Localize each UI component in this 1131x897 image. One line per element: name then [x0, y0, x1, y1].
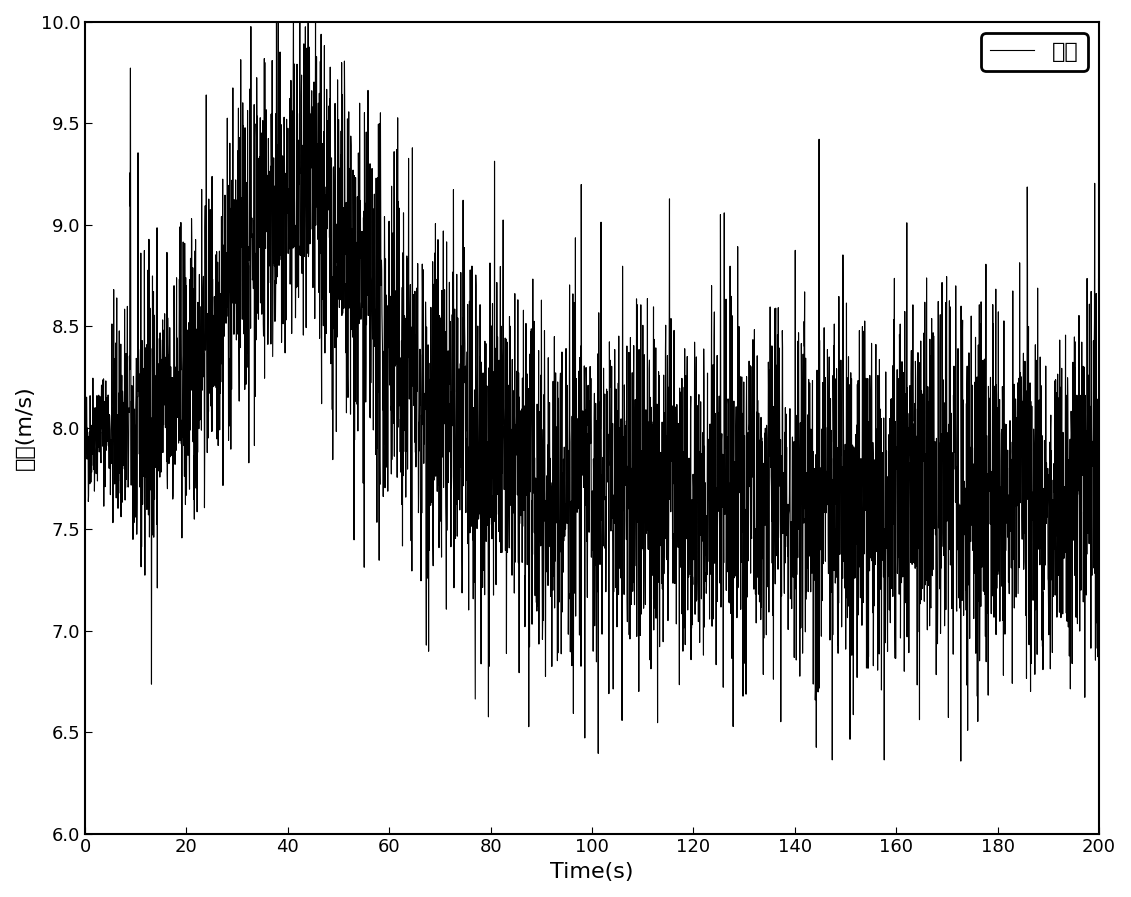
- 风速: [560, 518, 573, 528]
- 风速: [78, 425, 92, 436]
- 风速: [815, 530, 829, 541]
- Legend: 风速: 风速: [981, 33, 1088, 71]
- 风速: [1011, 493, 1025, 504]
- Y-axis label: 风速(m/s): 风速(m/s): [15, 386, 35, 470]
- 风速: [1062, 622, 1076, 632]
- 风速: [955, 755, 968, 766]
- 风速: [1093, 429, 1106, 440]
- Line: 风速: 风速: [85, 22, 1099, 761]
- 风速: [504, 464, 518, 475]
- X-axis label: Time(s): Time(s): [551, 862, 633, 882]
- 风速: [512, 392, 526, 403]
- 风速: [269, 17, 283, 28]
